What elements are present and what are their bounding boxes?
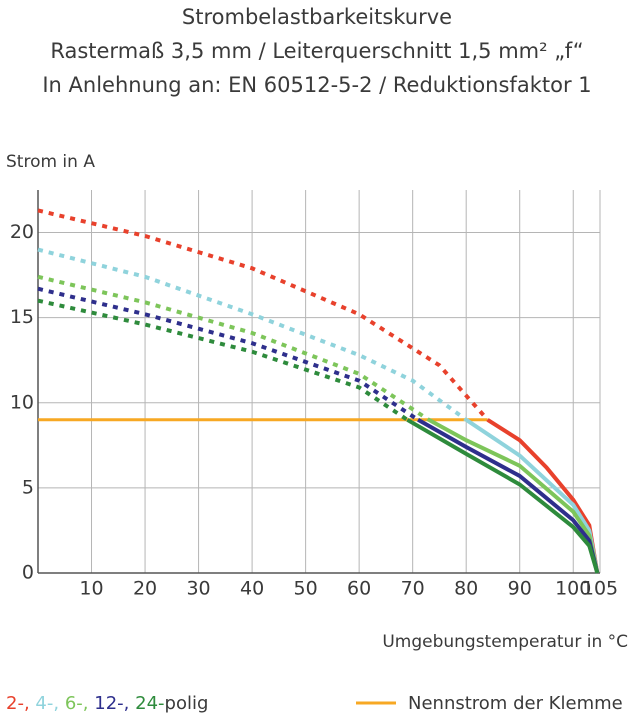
legend-separator: , xyxy=(24,693,30,714)
title-line: Strombelastbarkeitskurve xyxy=(182,5,452,29)
y-axis-label: Strom in A xyxy=(6,152,95,172)
x-tick-label: 60 xyxy=(347,578,371,600)
legend: 2-, 4-, 6-, 12-, 24-polig xyxy=(6,693,208,714)
y-tick-label: 5 xyxy=(22,476,34,498)
y-tick-label: 10 xyxy=(10,391,34,413)
y-tick-label: 0 xyxy=(22,562,34,584)
x-tick-label: 80 xyxy=(454,578,478,600)
legend-separator: , xyxy=(53,693,59,714)
legend-separator: , xyxy=(83,693,89,714)
x-tick-label: 20 xyxy=(133,578,157,600)
y-tick-label: 20 xyxy=(10,221,34,243)
x-tick-label: 10 xyxy=(79,578,103,600)
curve xyxy=(37,208,490,422)
x-tick-label: 90 xyxy=(508,578,532,600)
x-tick-label: 50 xyxy=(294,578,318,600)
curve xyxy=(406,418,600,574)
x-tick-label: 40 xyxy=(240,578,264,600)
x-tick-label: 30 xyxy=(186,578,210,600)
legend-entry: 6- xyxy=(65,693,83,714)
legend-entry: 2- xyxy=(6,693,24,714)
x-tick-label: 105 xyxy=(582,578,618,600)
curve xyxy=(37,286,420,422)
title-line: Rastermaß 3,5 mm / Leiterquerschnitt 1,5… xyxy=(50,39,583,63)
legend-suffix: polig xyxy=(165,693,209,714)
x-tick-label: 100 xyxy=(555,578,591,600)
legend-entry: 4- xyxy=(35,693,53,714)
curve xyxy=(37,274,430,422)
y-tick-label: 15 xyxy=(10,306,34,328)
legend-entry: Nennstrom der Klemme xyxy=(408,693,623,714)
curve xyxy=(37,247,468,422)
legend-separator: , xyxy=(124,693,130,714)
legend-entry: 24- xyxy=(135,693,164,714)
x-axis-label: Umgebungstemperatur in °C xyxy=(382,632,628,652)
curve xyxy=(37,298,409,422)
legend-entry: 12- xyxy=(94,693,123,714)
title-line: In Anlehnung an: EN 60512-5-2 / Reduktio… xyxy=(42,73,591,97)
x-tick-label: 70 xyxy=(401,578,425,600)
